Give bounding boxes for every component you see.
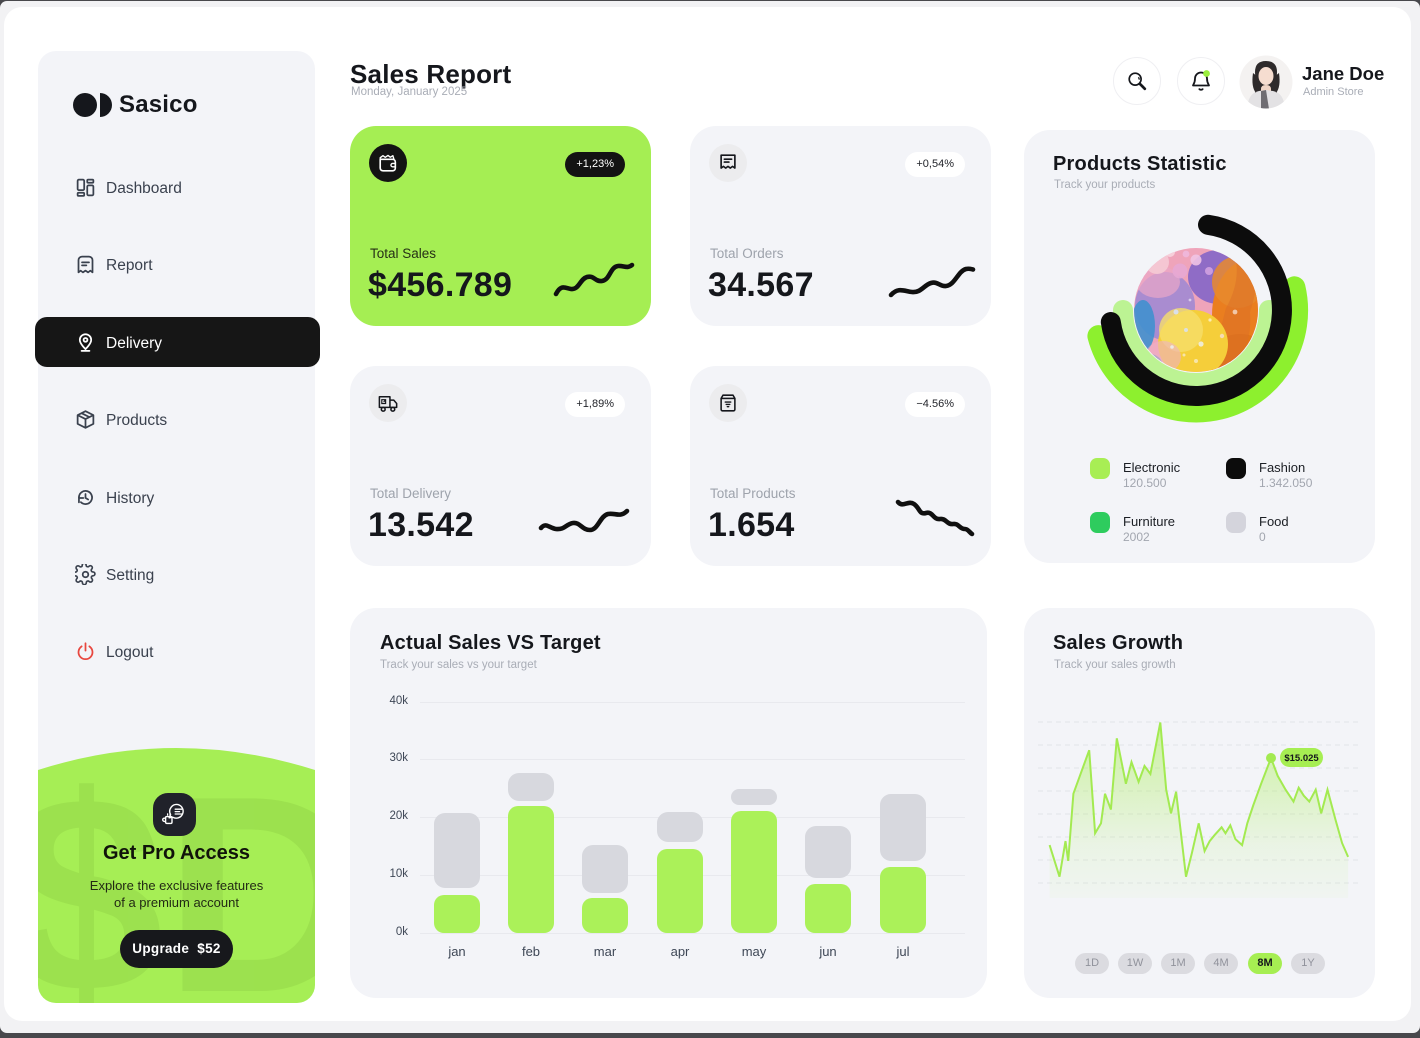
- svg-text:$15.025: $15.025: [1284, 753, 1319, 764]
